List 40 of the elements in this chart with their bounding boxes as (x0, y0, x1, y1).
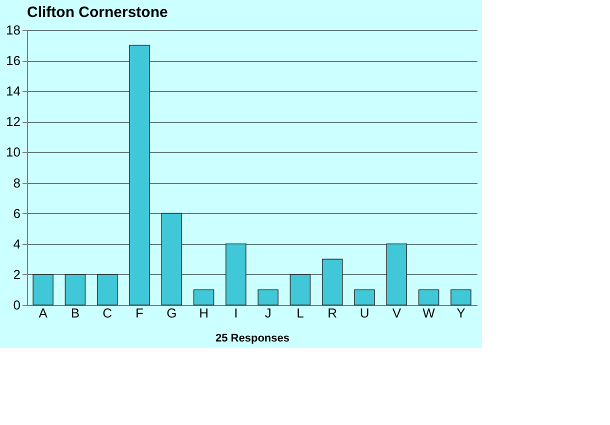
bar (418, 289, 440, 306)
bar (226, 243, 246, 306)
x-tick-label: B (70, 306, 80, 320)
y-tick-label: 16 (6, 53, 20, 68)
bar (290, 274, 311, 306)
y-tick-label: 18 (6, 22, 20, 38)
bar (32, 274, 54, 306)
y-tick-label: 4 (13, 236, 20, 252)
y-tick-label: 10 (6, 144, 20, 160)
x-tick-label: A (38, 306, 48, 320)
y-tick-label: 6 (13, 206, 20, 221)
y-tick-label: 8 (13, 175, 20, 190)
bar (64, 274, 86, 306)
bar (322, 258, 343, 306)
x-tick-label: J (264, 306, 272, 320)
bar (386, 243, 408, 306)
x-tick-label: V (392, 306, 402, 320)
bar (129, 44, 150, 306)
x-tick-label: Y (456, 306, 466, 320)
chart-title: Clifton Cornerstone (27, 4, 168, 21)
y-tick-label: 2 (13, 266, 20, 282)
x-tick-label: U (360, 306, 370, 320)
x-tick-label: I (234, 306, 238, 320)
x-tick-label: C (102, 306, 112, 320)
x-tick-label: W (422, 306, 436, 320)
x-tick-label: F (136, 306, 144, 320)
y-tick-label: 12 (6, 114, 20, 130)
bar (354, 289, 375, 306)
x-tick-label: G (166, 306, 177, 320)
bar (193, 289, 214, 306)
y-tick-label: 0 (13, 298, 20, 312)
x-tick-label: H (199, 306, 208, 320)
bar (258, 289, 278, 306)
x-tick-label: R (328, 306, 338, 320)
y-tick-label: 14 (6, 84, 20, 99)
bar (161, 212, 182, 306)
bar (96, 274, 118, 306)
x-axis-title: 25 Responses (216, 332, 290, 344)
x-tick-label: L (296, 306, 304, 320)
bar (450, 289, 472, 306)
